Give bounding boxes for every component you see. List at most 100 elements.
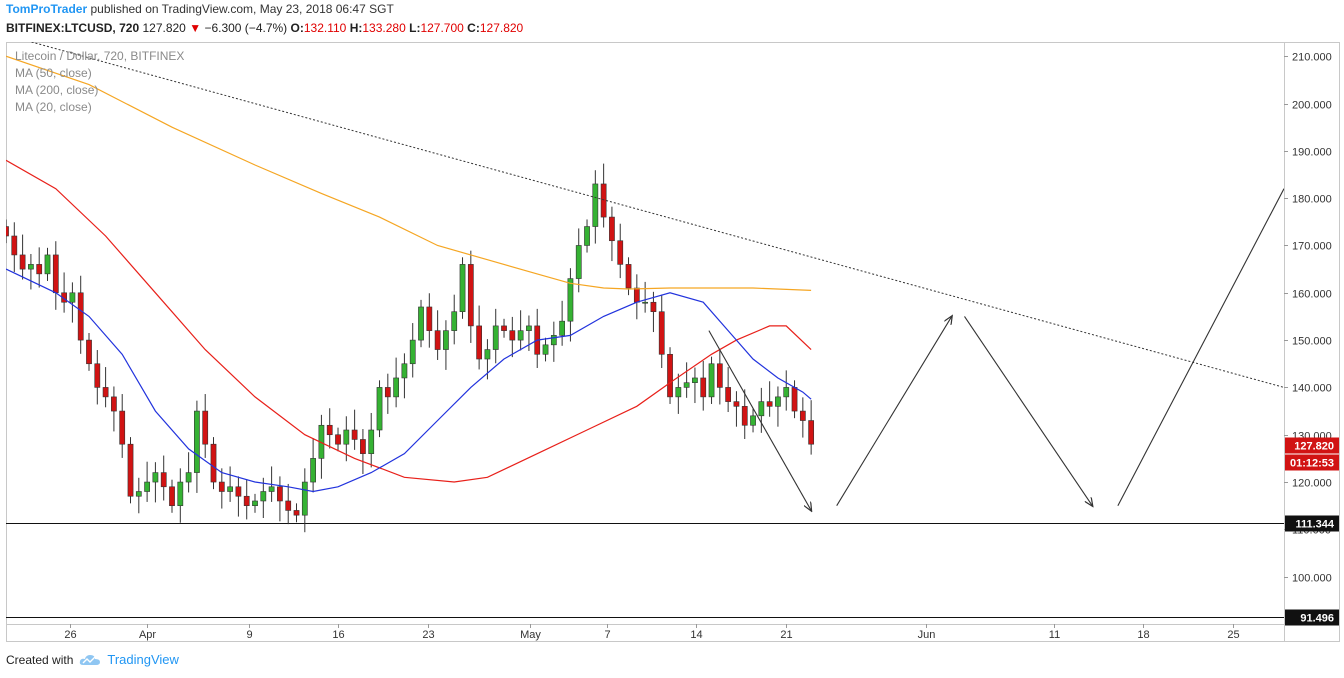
chart-border <box>6 42 1340 642</box>
y-tick-label: 150.000 <box>1292 336 1332 348</box>
y-tick-label: 120.000 <box>1292 478 1332 490</box>
candle-body <box>642 301 649 304</box>
candle-body <box>310 458 316 483</box>
candle-body <box>509 330 516 341</box>
candle-body <box>144 481 150 492</box>
open-value: 132.110 <box>303 21 347 35</box>
chart-svg[interactable]: 100.000110.000120.000130.000140.000150.0… <box>6 42 1340 642</box>
candle-body <box>227 486 233 492</box>
y-tick-label: 100.000 <box>1292 573 1332 585</box>
candle-body <box>716 363 723 388</box>
y-tick-label: 180.000 <box>1292 194 1332 206</box>
candle-body <box>650 301 657 313</box>
candle-body <box>235 486 242 497</box>
candle-body <box>584 226 590 246</box>
quote-line: BITFINEX:LTCUSD, 720 127.820 ▼ −6.300 (−… <box>6 21 523 35</box>
projection-line <box>1117 188 1284 506</box>
x-tick-label: Apr <box>139 629 156 641</box>
x-tick-label: 23 <box>422 629 434 641</box>
candle-body <box>384 387 391 398</box>
candle-body <box>11 235 18 256</box>
candle-body <box>542 344 549 355</box>
x-tick-label: 14 <box>690 629 702 641</box>
high-label: H: <box>349 21 363 35</box>
tradingview-cloud-icon[interactable] <box>79 654 101 666</box>
candle-body <box>243 495 250 507</box>
candle-body <box>36 264 43 275</box>
candle-body <box>293 510 300 516</box>
candle-body <box>335 434 341 445</box>
candle-body <box>700 377 707 398</box>
candle-body <box>160 472 167 488</box>
candle-body <box>808 420 815 445</box>
low-value: 127.700 <box>420 21 464 35</box>
publish-info: TomProTrader published on TradingView.co… <box>6 2 394 16</box>
y-tick-label: 190.000 <box>1292 147 1332 159</box>
last-price: 127.820 <box>142 21 186 35</box>
candle-body <box>692 377 698 383</box>
footer: Created with TradingView <box>6 652 179 667</box>
x-tick-label: 9 <box>246 629 252 641</box>
author-name[interactable]: TomProTrader <box>6 2 88 16</box>
countdown-badge <box>1285 454 1339 471</box>
candle-body <box>492 325 499 350</box>
candle-body <box>600 183 607 218</box>
legend-ma200: MA (200, close) <box>15 83 98 97</box>
x-tick-label: 18 <box>1137 629 1149 641</box>
candle-body <box>6 226 9 237</box>
candle-body <box>741 406 748 426</box>
candle-body <box>360 439 366 454</box>
candle-body <box>28 264 34 270</box>
y-tick-label: 140.000 <box>1292 383 1332 395</box>
candle-body <box>766 401 773 407</box>
tradingview-brand[interactable]: TradingView <box>107 652 179 667</box>
candle-body <box>44 254 51 275</box>
candle-body <box>119 410 126 445</box>
candle-body <box>476 325 482 360</box>
candle-body <box>111 396 117 412</box>
published-text: published on TradingView.com, May 23, 20… <box>90 2 394 16</box>
y-tick-label: 210.000 <box>1292 52 1332 64</box>
y-tick-label: 200.000 <box>1292 100 1332 112</box>
candle-body <box>501 325 507 331</box>
last-price-label: 127.820 <box>1294 441 1334 453</box>
candle-body <box>52 254 59 294</box>
candle-body <box>459 264 466 313</box>
x-tick-label: May <box>520 629 541 641</box>
candle-body <box>592 183 599 227</box>
candle-body <box>343 429 350 445</box>
down-arrow-icon: ▼ <box>189 21 202 35</box>
candle-body <box>185 472 192 483</box>
candle-body <box>102 387 109 398</box>
projection-arrow <box>708 330 811 511</box>
candle-body <box>218 481 225 492</box>
candle-body <box>135 491 142 497</box>
candle-body <box>169 486 175 507</box>
candle-body <box>202 410 209 445</box>
x-tick-label: 16 <box>332 629 344 641</box>
candle-body <box>69 292 76 303</box>
candle-body <box>733 401 740 407</box>
candle-body <box>799 410 806 421</box>
x-tick-label: 21 <box>780 629 792 641</box>
candle-body <box>393 377 399 398</box>
candle-body <box>725 387 732 402</box>
dotted-trendline <box>31 42 1284 388</box>
candle-body <box>409 339 416 365</box>
candle-body <box>467 264 474 327</box>
candle-body <box>351 429 358 440</box>
candle-body <box>194 410 200 473</box>
y-tick-label: 160.000 <box>1292 289 1332 301</box>
candle-body <box>526 325 532 331</box>
price-chart[interactable]: 100.000110.000120.000130.000140.000150.0… <box>6 42 1340 642</box>
candle-body <box>783 387 790 398</box>
candle-body <box>401 363 408 379</box>
candle-body <box>517 330 524 341</box>
candle-body <box>567 278 574 322</box>
candle-body <box>252 500 258 507</box>
candle-body <box>94 363 101 388</box>
candle-body <box>708 363 715 398</box>
candle-body <box>277 486 283 502</box>
candle-body <box>775 396 781 407</box>
candle-body <box>152 472 159 483</box>
